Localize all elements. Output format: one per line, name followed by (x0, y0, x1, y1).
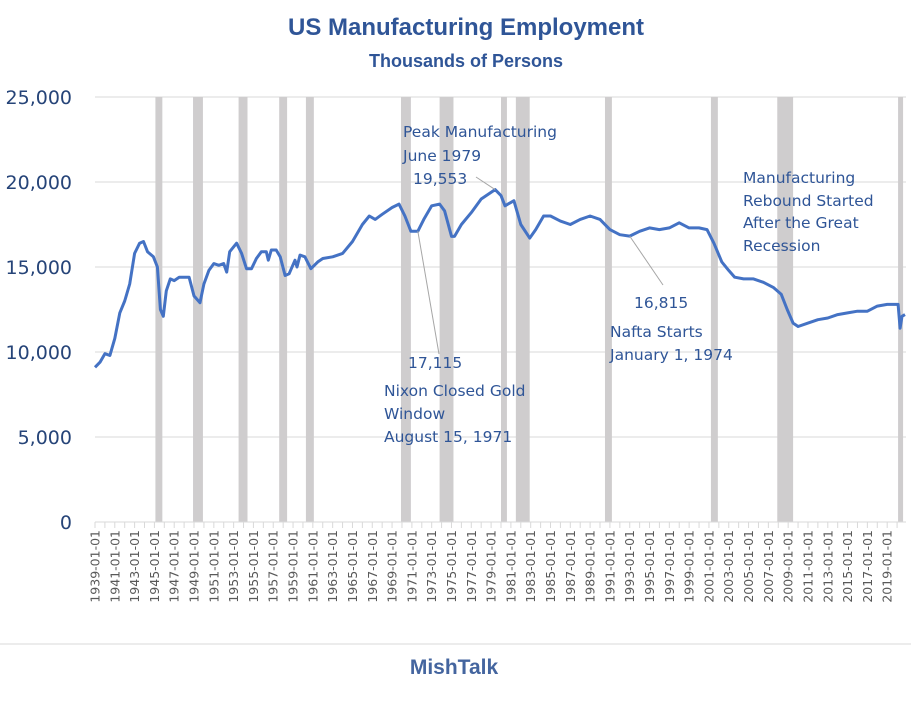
x-tick-label: 2009-01-01 (781, 530, 796, 603)
annotation-peak: Peak Manufacturing June 1979 19,553 (402, 123, 557, 188)
x-tick-label: 1961-01-01 (305, 530, 320, 603)
recession-bar (777, 97, 794, 522)
x-tick-label: 2001-01-01 (701, 530, 716, 603)
x-tick-label: 1941-01-01 (107, 530, 122, 603)
x-tick-label: 1939-01-01 (88, 530, 103, 603)
y-tick-label: 20,000 (6, 172, 72, 194)
x-tick-label: 1947-01-01 (167, 530, 182, 603)
series-line-path (93, 188, 906, 369)
x-tick-label: 1943-01-01 (127, 530, 142, 603)
recession-bar (898, 97, 904, 522)
leader-line-nixon (417, 230, 440, 355)
annotation-rebound-line4: Recession (743, 237, 820, 255)
annotation-nixon-line1: Nixon Closed Gold (384, 382, 525, 400)
annotation-nixon-value: 17,115 (408, 354, 462, 372)
recession-bar (155, 97, 163, 522)
recession-bar (515, 97, 530, 522)
x-tick-label: 1997-01-01 (662, 530, 677, 603)
recession-bar (400, 97, 411, 522)
y-tick-label: 25,000 (6, 87, 72, 109)
x-tick-label: 1977-01-01 (464, 530, 479, 603)
x-tick-label: 2017-01-01 (860, 530, 875, 603)
x-tick-label: 1983-01-01 (523, 530, 538, 603)
x-tick-label: 1957-01-01 (266, 530, 281, 603)
x-tick-label: 1981-01-01 (503, 530, 518, 603)
recession-bar (500, 97, 507, 522)
recession-bar (238, 97, 248, 522)
annotation-nafta-line1: Nafta Starts (610, 323, 703, 341)
annotation-nafta-value: 16,815 (634, 294, 688, 312)
annotation-rebound: Manufacturing Rebound Started After the … (743, 169, 874, 255)
x-tick-label: 1999-01-01 (682, 530, 697, 603)
x-tick-label: 1973-01-01 (424, 530, 439, 603)
chart-title: US Manufacturing Employment (288, 14, 644, 41)
x-tick-label: 1995-01-01 (642, 530, 657, 603)
x-tick-label: 1953-01-01 (226, 530, 241, 603)
leader-line-peak (475, 176, 496, 191)
x-tick-label: 1963-01-01 (325, 530, 340, 603)
x-tick-label: 1959-01-01 (286, 530, 301, 603)
x-axis: 1939-01-01 1941-01-01 1943-01-01 1945-01-01… (88, 521, 906, 603)
y-tick-label: 10,000 (6, 342, 72, 364)
y-tick-label: 5,000 (18, 427, 72, 449)
recession-bar (604, 97, 612, 522)
chart-subtitle: Thousands of Persons (369, 51, 563, 71)
y-tick-label: 0 (60, 512, 72, 534)
annotation-peak-line1: Peak Manufacturing (403, 123, 557, 141)
y-tick-label: 15,000 (6, 257, 72, 279)
x-tick-label: 2015-01-01 (840, 530, 855, 603)
leader-line-nafta (629, 235, 664, 286)
x-tick-label: 1991-01-01 (602, 530, 617, 603)
x-tick-label: 1949-01-01 (187, 530, 202, 603)
series-line (93, 188, 906, 369)
x-tick-label: 1993-01-01 (622, 530, 637, 603)
x-tick-label: 2011-01-01 (800, 530, 815, 603)
annotation-leaders (417, 176, 664, 355)
annotation-peak-value: 19,553 (413, 170, 467, 188)
x-tick-label: 2013-01-01 (820, 530, 835, 603)
annotation-nixon-line3: August 15, 1971 (384, 428, 512, 446)
x-tick-label: 1989-01-01 (583, 530, 598, 603)
x-tick-label: 1967-01-01 (365, 530, 380, 603)
recession-bar (193, 97, 203, 522)
x-tick-label: 1969-01-01 (385, 530, 400, 603)
x-tick-label: 1971-01-01 (404, 530, 419, 603)
recession-bar (439, 97, 454, 522)
annotation-peak-line2: June 1979 (402, 147, 481, 165)
x-tick-label: 1951-01-01 (206, 530, 221, 603)
x-tick-label: 1979-01-01 (484, 530, 499, 603)
x-tick-label: 2019-01-01 (880, 530, 895, 603)
x-tick-label: 1945-01-01 (147, 530, 162, 603)
annotation-nixon-line2: Window (384, 405, 445, 423)
x-tick-label: 2007-01-01 (761, 530, 776, 603)
recession-bar (710, 97, 718, 522)
brand-label: MishTalk (410, 656, 499, 679)
recession-bars (155, 97, 904, 522)
y-axis: 0 5,000 10,000 15,000 20,000 25,000 (6, 87, 72, 534)
recession-bar (305, 97, 314, 522)
x-tick-label: 1987-01-01 (563, 530, 578, 603)
x-tick-label: 2005-01-01 (741, 530, 756, 603)
annotation-rebound-line1: Manufacturing (743, 169, 855, 187)
annotation-rebound-line2: Rebound Started (743, 192, 874, 210)
x-tick-label: 2003-01-01 (721, 530, 736, 603)
annotation-nixon: 17,115 Nixon Closed Gold Window August 1… (384, 354, 525, 446)
recession-bar (279, 97, 288, 522)
x-tick-label: 1975-01-01 (444, 530, 459, 603)
annotation-rebound-line3: After the Great (743, 214, 859, 232)
x-tick-label: 1955-01-01 (246, 530, 261, 603)
x-tick-label: 1985-01-01 (543, 530, 558, 603)
x-tick-label: 1965-01-01 (345, 530, 360, 603)
annotation-nafta: 16,815 Nafta Starts January 1, 1974 (609, 294, 733, 364)
annotation-nafta-line2: January 1, 1974 (609, 346, 733, 364)
